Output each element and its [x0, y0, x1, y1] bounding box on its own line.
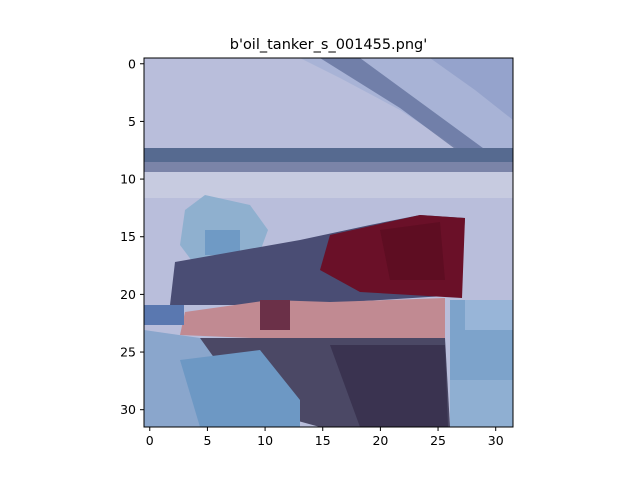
x-tick-label: 20 — [372, 433, 388, 448]
x-axis: 0 5 10 15 20 25 30 — [146, 427, 504, 448]
y-tick-label: 20 — [120, 287, 136, 302]
y-tick-label: 5 — [128, 114, 136, 129]
x-tick-label: 25 — [430, 433, 446, 448]
pixel-image — [144, 58, 513, 427]
x-tick-label: 15 — [315, 433, 331, 448]
figure-title: b'oil_tanker_s_001455.png' — [230, 37, 428, 53]
x-tick-label: 0 — [146, 433, 154, 448]
y-tick-label: 30 — [120, 402, 136, 417]
y-tick-label: 10 — [120, 172, 136, 187]
x-tick-label: 10 — [257, 433, 273, 448]
y-tick-label: 15 — [120, 229, 136, 244]
axes-frame — [143, 57, 514, 428]
y-tick-label: 25 — [120, 345, 136, 360]
y-axis: 0 5 10 15 20 25 30 — [120, 56, 144, 417]
y-tick-label: 0 — [128, 56, 136, 71]
x-tick-label: 30 — [488, 433, 504, 448]
x-tick-label: 5 — [203, 433, 211, 448]
